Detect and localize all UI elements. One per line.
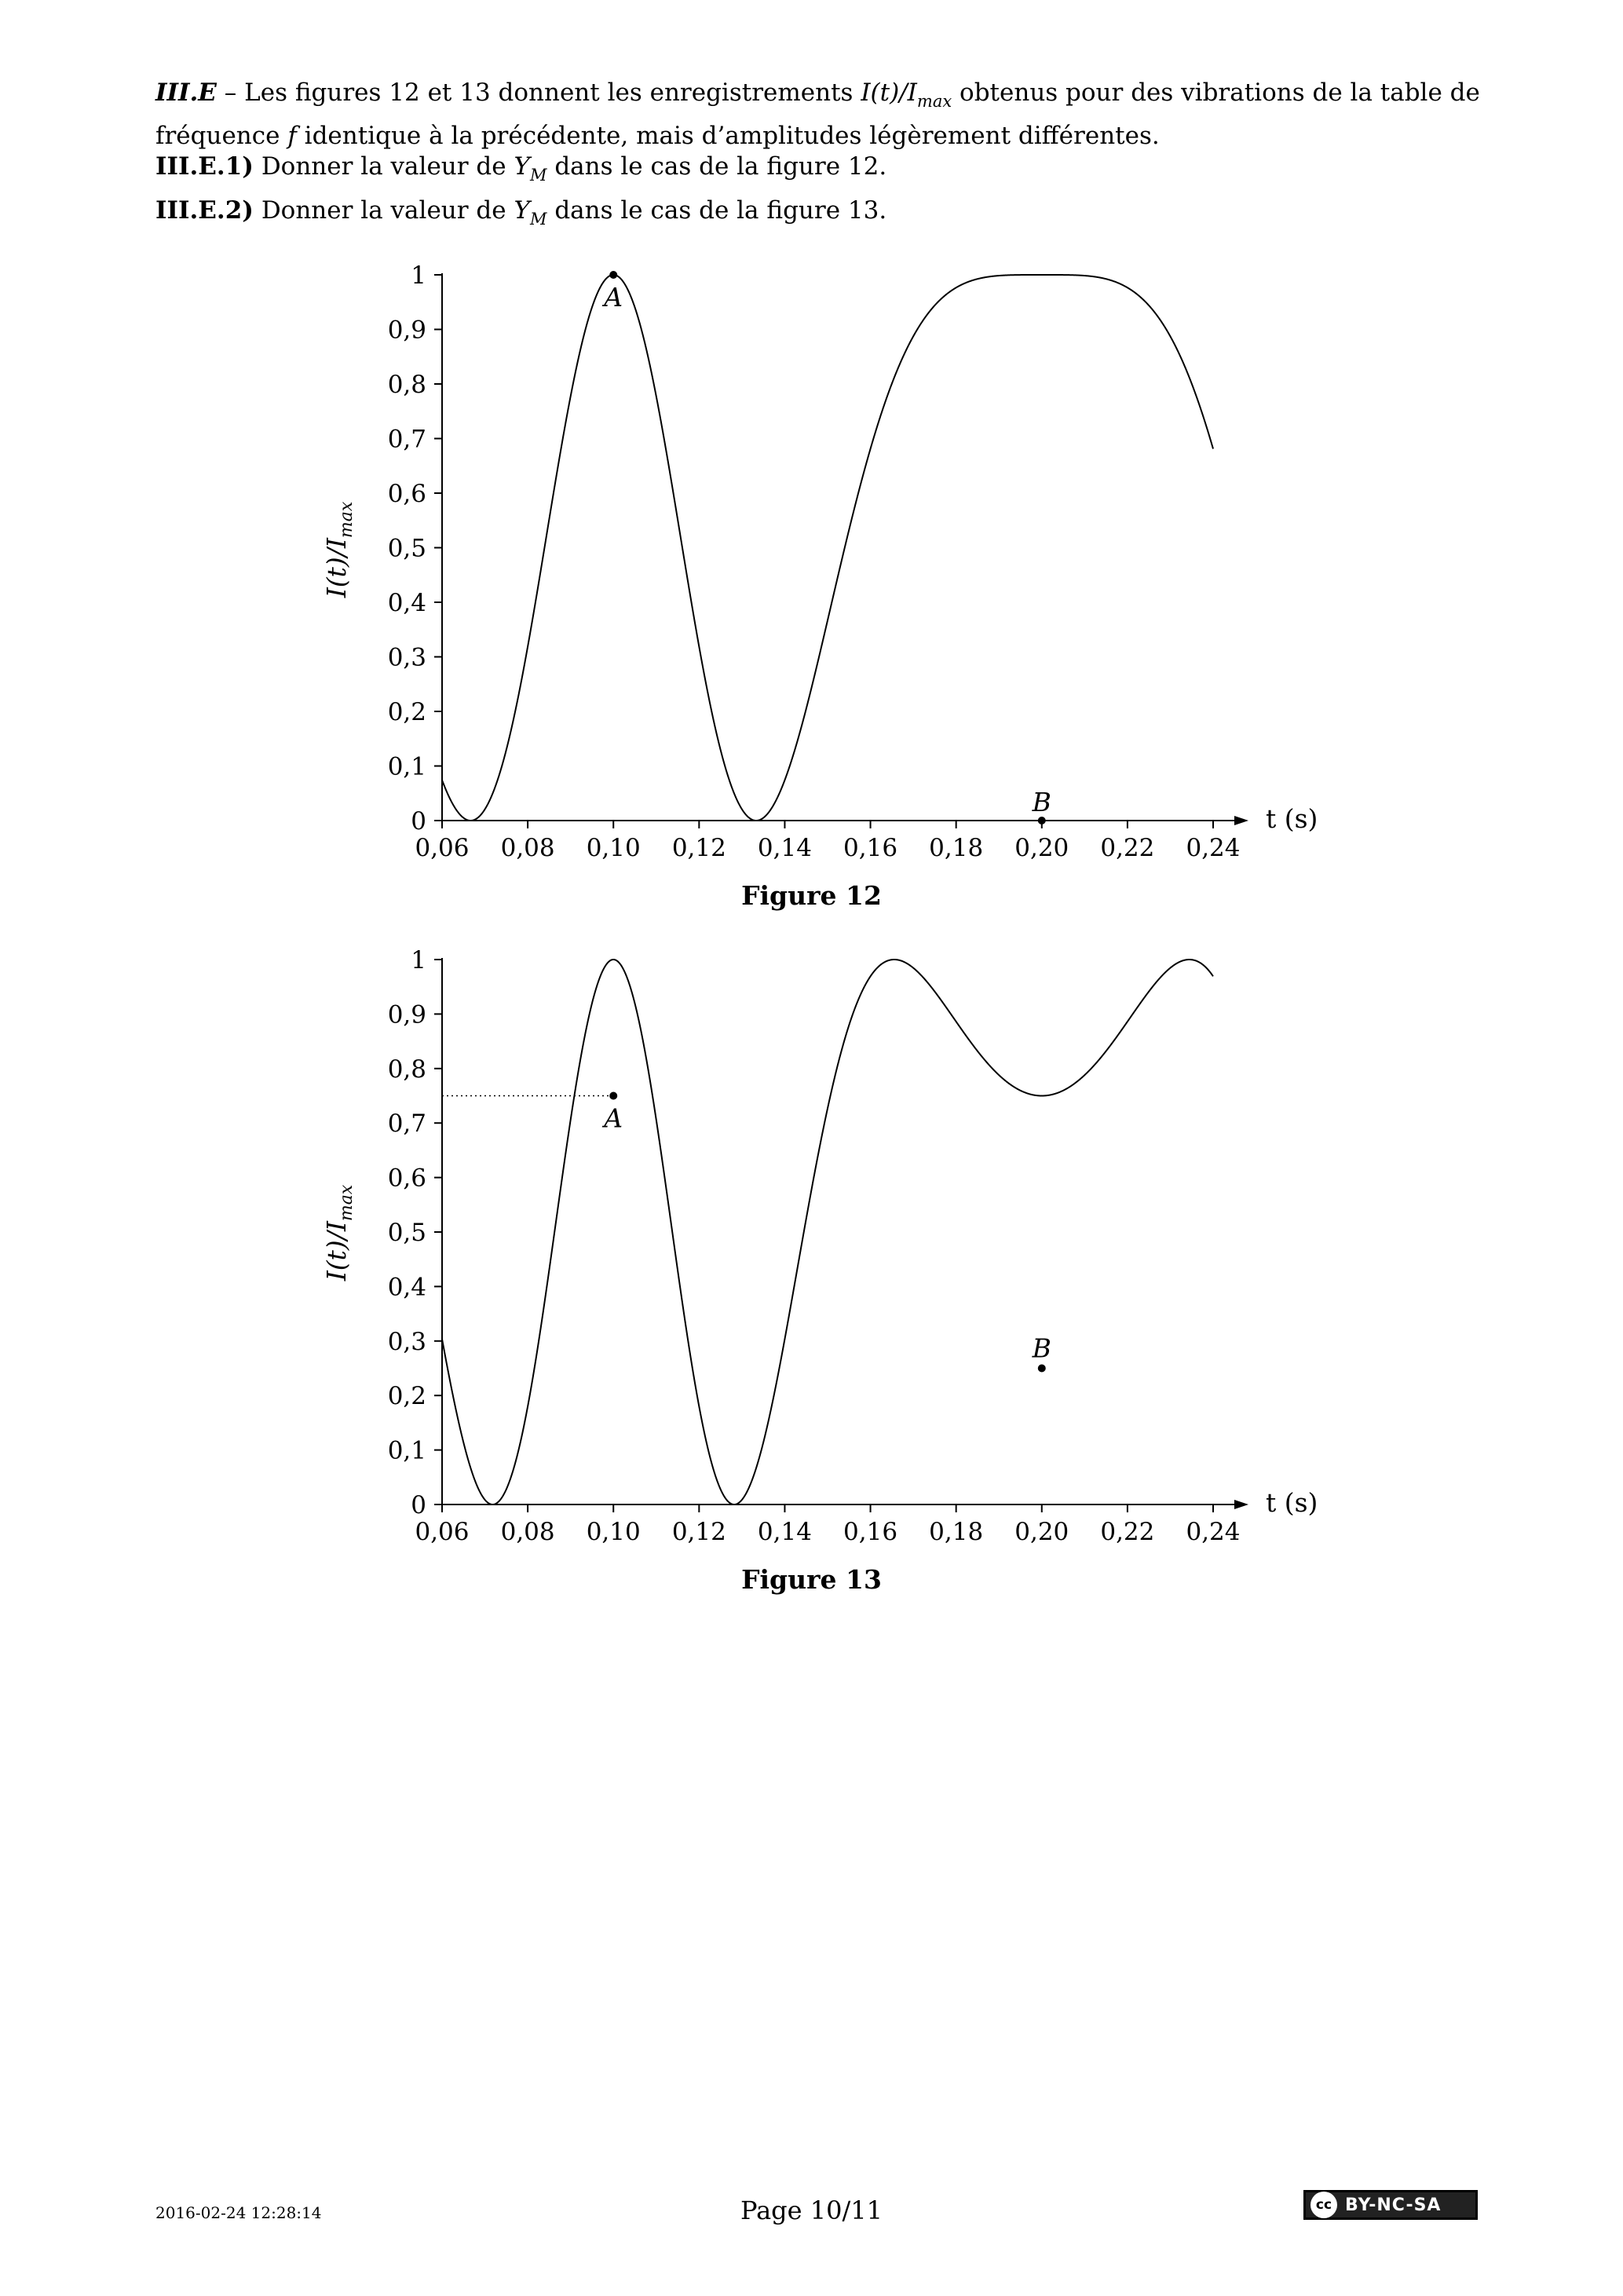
intensity-curve (441, 959, 1214, 1505)
x-tick-label: 0,18 (929, 834, 983, 862)
license-badge: cc BY-NC-SA (1303, 2190, 1478, 2220)
y-tick-label: 0,5 (388, 1219, 426, 1247)
figure-13-caption: Figure 13 (741, 1564, 882, 1595)
x-axis-arrow (1234, 816, 1248, 825)
y-axis-label: I(t)/Imax (321, 1184, 356, 1281)
y-tick-label: 0,8 (388, 1055, 426, 1084)
x-axis-arrow (1234, 1500, 1248, 1509)
x-tick-label: 0,24 (1186, 1518, 1240, 1546)
point-label: A (601, 282, 623, 313)
x-tick-label: 0,10 (587, 1518, 641, 1546)
point-a (609, 271, 618, 279)
x-tick-label: 0,12 (672, 1518, 726, 1546)
y-tick-label: 0,3 (388, 1328, 426, 1356)
x-tick-label: 0,10 (587, 834, 641, 862)
license-text: BY-NC-SA (1345, 2195, 1442, 2215)
x-tick-label: 0,08 (501, 834, 555, 862)
y-tick-label: 0,4 (388, 1273, 426, 1301)
y-tick-label: 0,3 (388, 644, 426, 672)
y-tick-label: 0,9 (388, 1000, 426, 1029)
point-a (609, 1091, 618, 1100)
x-tick-label: 0,24 (1186, 834, 1240, 862)
x-axis-label: t (s) (1266, 803, 1318, 834)
x-tick-label: 0,16 (843, 1518, 897, 1546)
x-tick-label: 0,22 (1100, 834, 1154, 862)
x-axis-label: t (s) (1266, 1487, 1318, 1518)
footer-date: 2016-02-24 12:28:14 (155, 2203, 322, 2222)
x-tick-label: 0,22 (1100, 1518, 1154, 1546)
y-tick-label: 0,2 (388, 1382, 426, 1410)
y-tick-label: 0 (411, 807, 426, 835)
x-tick-label: 0,06 (415, 1518, 469, 1546)
y-axis-label: I(t)/Imax (321, 501, 356, 598)
intensity-ratio: I(t)/Imax (861, 79, 952, 111)
x-tick-label: 0,14 (758, 1518, 812, 1546)
y-tick-label: 0,8 (388, 371, 426, 399)
question-1: III.E.1) Donner la valeur de YM dans le … (155, 152, 887, 185)
y-tick-label: 1 (411, 946, 426, 974)
x-tick-label: 0,18 (929, 1518, 983, 1546)
x-tick-label: 0,08 (501, 1518, 555, 1546)
y-tick-label: 0,4 (388, 589, 426, 617)
x-tick-label: 0,12 (672, 834, 726, 862)
y-tick-label: 0,5 (388, 535, 426, 563)
point-label: A (601, 1103, 623, 1134)
y-tick-label: 0,7 (388, 426, 426, 454)
y-tick-label: 0,1 (388, 753, 426, 781)
y-tick-label: 0,1 (388, 1437, 426, 1465)
x-tick-label: 0,14 (758, 834, 812, 862)
intro-paragraph: III.E – Les figures 12 et 13 donnent les… (155, 79, 1480, 150)
question-label: III.E.2) (155, 196, 254, 225)
x-tick-label: 0,16 (843, 834, 897, 862)
intensity-curve (441, 274, 1214, 821)
section-label: III.E (155, 79, 217, 107)
x-tick-label: 0,20 (1014, 1518, 1069, 1546)
y-tick-label: 0 (411, 1491, 426, 1519)
figure-12-caption: Figure 12 (741, 880, 882, 911)
x-tick-label: 0,06 (415, 834, 469, 862)
y-tick-label: 0,7 (388, 1110, 426, 1138)
y-tick-label: 0,6 (388, 480, 426, 508)
point-label: B (1032, 1333, 1051, 1364)
question-label: III.E.1) (155, 152, 254, 181)
point-b (1037, 1364, 1046, 1373)
figure-12-chart: 0 0,1 0,2 0,3 0,4 0,5 0,6 0,7 0,8 0,9 1 0,06 0,08 0,1… (321, 261, 1318, 862)
point-label: B (1032, 787, 1051, 817)
cc-icon: cc (1310, 2192, 1337, 2218)
x-tick-label: 0,20 (1014, 834, 1069, 862)
y-tick-label: 0,9 (388, 316, 426, 345)
footer-page-number: Page 10/11 (740, 2195, 883, 2225)
point-b (1037, 817, 1046, 824)
y-tick-label: 1 (411, 261, 426, 290)
y-tick-label: 0,2 (388, 698, 426, 726)
y-tick-label: 0,6 (388, 1164, 426, 1193)
question-2: III.E.2) Donner la valeur de YM dans le … (155, 196, 887, 229)
figure-13-chart: 0 0,1 0,2 0,3 0,4 0,5 0,6 0,7 0,8 0,9 1 0,06 0,08 0,1… (321, 946, 1318, 1546)
